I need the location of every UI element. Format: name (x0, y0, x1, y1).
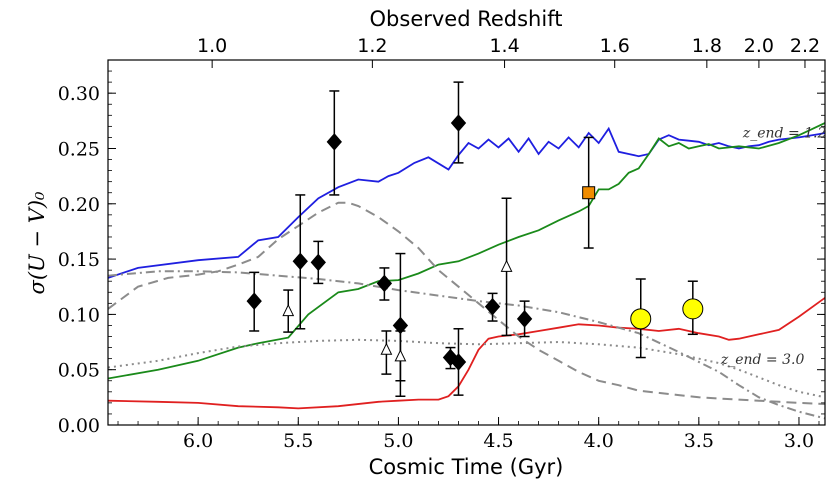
data-point-diamond (376, 274, 393, 293)
x2-tick-label: 1.4 (489, 35, 519, 57)
data-point-diamond (392, 316, 409, 335)
x-tick-label: 5.5 (283, 430, 313, 452)
x2-tick-label: 2.0 (744, 35, 774, 57)
series-line-blue-model (108, 126, 825, 279)
data-point-triangle (500, 259, 513, 272)
x2-tick-label: 1.6 (600, 35, 630, 57)
data-point-circle (630, 308, 652, 330)
y-tick-label: 0.00 (58, 415, 100, 437)
annotation-label: z_end = 1.2 (742, 125, 827, 141)
data-point-square (582, 186, 596, 200)
data-point-diamond (450, 353, 467, 371)
data-point-diamond (246, 292, 262, 310)
series-line-red-model (108, 297, 825, 410)
y-axis-title: σ(U − V)₀ (25, 191, 49, 295)
data-point-triangle (380, 342, 393, 355)
data-point-diamond (450, 114, 467, 132)
data-point-diamond (310, 253, 326, 272)
x-axis-title: Cosmic Time (Gyr) (369, 455, 564, 479)
annotation-label: z_end = 3.0 (720, 352, 805, 368)
series-line-gray-dotted (108, 338, 825, 399)
data-point-diamond (326, 133, 342, 151)
x-tick-label: 4.0 (584, 430, 614, 452)
y-tick-label: 0.20 (58, 194, 100, 216)
y-tick-label: 0.05 (58, 360, 100, 382)
x-tick-label: 6.0 (183, 430, 213, 452)
series-line-gray-dash-dot (108, 270, 825, 420)
plot-frame (107, 59, 826, 426)
x2-tick-label: 1.2 (357, 35, 387, 57)
y-tick-label: 0.15 (58, 249, 100, 271)
x-tick-label: 5.0 (383, 430, 413, 452)
x2-tick-label: 1.8 (692, 35, 722, 57)
series-line-green-model (108, 122, 825, 380)
x-tick-label: 3.5 (684, 430, 714, 452)
data-point-diamond (516, 310, 533, 328)
errorbar-layer (249, 81, 698, 397)
series-layer (108, 122, 825, 420)
x2-axis-title: Observed Redshift (370, 7, 563, 31)
x2-tick-label: 1.0 (197, 35, 227, 57)
y-tick-label: 0.25 (58, 138, 100, 160)
marker-layer (246, 114, 704, 371)
label-layer: 6.0 5.5 5.0 4.5 4.0 3.5 3.0 1.0 1.2 1.4 1.6 1.8 2.0 2… (58, 35, 827, 452)
data-point-triangle (394, 349, 407, 362)
y-tick-label: 0.30 (58, 83, 100, 105)
tick-layer (108, 59, 825, 426)
x2-tick-label: 2.2 (790, 35, 820, 57)
x-tick-label: 4.5 (483, 430, 513, 452)
data-point-triangle (282, 303, 295, 317)
series-line-gray-dashed (108, 201, 825, 405)
data-point-diamond (484, 297, 501, 316)
x-tick-label: 3.0 (784, 430, 814, 452)
y-tick-label: 0.10 (58, 304, 100, 326)
data-point-diamond (292, 252, 308, 271)
data-point-circle (682, 298, 704, 320)
